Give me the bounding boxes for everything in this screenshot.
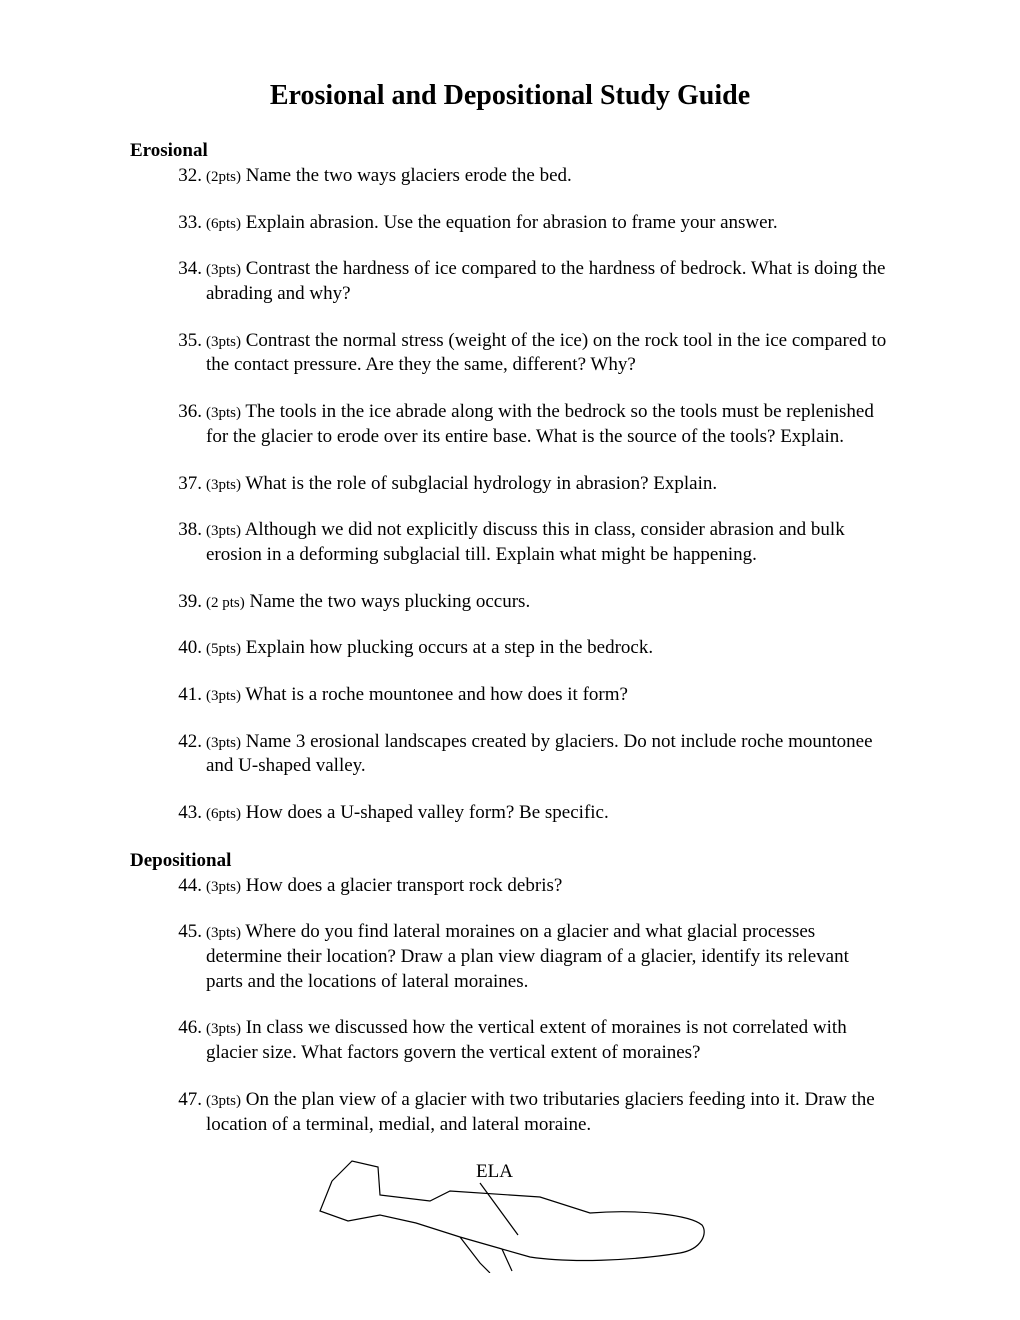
- question-number: 39.: [130, 590, 206, 615]
- question-item: 40.(5pts) Explain how plucking occurs at…: [130, 636, 890, 661]
- question-number: 32.: [130, 164, 206, 189]
- question-item: 41.(3pts) What is a roche mountonee and …: [130, 683, 890, 708]
- question-text: How does a U-shaped valley form? Be spec…: [241, 802, 609, 823]
- question-number: 36.: [130, 400, 206, 449]
- question-number: 41.: [130, 683, 206, 708]
- question-item: 34.(3pts) Contrast the hardness of ice c…: [130, 257, 890, 306]
- question-points: (3pts): [206, 735, 241, 751]
- question-points: (6pts): [206, 806, 241, 822]
- question-points: (6pts): [206, 216, 241, 232]
- question-points: (2pts): [206, 169, 241, 185]
- question-number: 33.: [130, 211, 206, 236]
- question-number: 43.: [130, 801, 206, 826]
- question-text: Where do you find lateral moraines on a …: [206, 921, 849, 991]
- question-text: On the plan view of a glacier with two t…: [206, 1089, 875, 1135]
- question-text: Although we did not explicitly discuss t…: [206, 519, 845, 565]
- question-item: 33.(6pts) Explain abrasion. Use the equa…: [130, 211, 890, 236]
- question-body: (5pts) Explain how plucking occurs at a …: [206, 636, 890, 661]
- question-points: (3pts): [206, 477, 241, 493]
- question-points: (3pts): [206, 879, 241, 895]
- question-item: 35.(3pts) Contrast the normal stress (we…: [130, 329, 890, 378]
- question-text: What is a roche mountonee and how does i…: [241, 684, 628, 705]
- question-body: (6pts) Explain abrasion. Use the equatio…: [206, 211, 890, 236]
- question-item: 36.(3pts) The tools in the ice abrade al…: [130, 400, 890, 449]
- question-item: 37.(3pts) What is the role of subglacial…: [130, 472, 890, 497]
- question-body: (6pts) How does a U-shaped valley form? …: [206, 801, 890, 826]
- question-number: 46.: [130, 1016, 206, 1065]
- question-number: 45.: [130, 920, 206, 994]
- question-points: (3pts): [206, 1093, 241, 1109]
- section-header: Erosional: [130, 140, 890, 162]
- question-text: What is the role of subglacial hydrology…: [241, 473, 717, 494]
- question-body: (3pts) What is the role of subglacial hy…: [206, 472, 890, 497]
- question-item: 38.(3pts) Although we did not explicitly…: [130, 518, 890, 567]
- question-points: (3pts): [206, 405, 241, 421]
- question-body: (3pts) The tools in the ice abrade along…: [206, 400, 890, 449]
- question-number: 38.: [130, 518, 206, 567]
- question-number: 37.: [130, 472, 206, 497]
- question-points: (3pts): [206, 1021, 241, 1037]
- question-text: Explain abrasion. Use the equation for a…: [241, 212, 778, 233]
- question-body: (3pts) Name 3 erosional landscapes creat…: [206, 730, 890, 779]
- question-number: 40.: [130, 636, 206, 661]
- question-item: 44.(3pts) How does a glacier transport r…: [130, 874, 890, 899]
- question-body: (3pts) On the plan view of a glacier wit…: [206, 1088, 890, 1137]
- question-list: 32.(2pts) Name the two ways glaciers ero…: [130, 164, 890, 826]
- question-item: 43.(6pts) How does a U-shaped valley for…: [130, 801, 890, 826]
- question-body: (2pts) Name the two ways glaciers erode …: [206, 164, 890, 189]
- page-title: Erosional and Depositional Study Guide: [130, 80, 890, 112]
- question-body: (3pts) How does a glacier transport rock…: [206, 874, 890, 899]
- page: Erosional and Depositional Study Guide E…: [0, 0, 1020, 1320]
- question-points: (2 pts): [206, 595, 245, 611]
- question-text: Contrast the normal stress (weight of th…: [206, 330, 886, 376]
- question-number: 34.: [130, 257, 206, 306]
- question-text: Name 3 erosional landscapes created by g…: [206, 731, 873, 777]
- question-number: 47.: [130, 1088, 206, 1137]
- question-points: (3pts): [206, 523, 241, 539]
- question-points: (3pts): [206, 262, 241, 278]
- question-item: 46.(3pts) In class we discussed how the …: [130, 1016, 890, 1065]
- question-body: (3pts) Contrast the hardness of ice comp…: [206, 257, 890, 306]
- question-text: Contrast the hardness of ice compared to…: [206, 258, 885, 304]
- section-header: Depositional: [130, 850, 890, 872]
- question-points: (3pts): [206, 925, 241, 941]
- glacier-diagram: ELA: [130, 1153, 890, 1273]
- question-list: 44.(3pts) How does a glacier transport r…: [130, 874, 890, 1138]
- question-text: Name the two ways glaciers erode the bed…: [241, 165, 572, 186]
- question-number: 44.: [130, 874, 206, 899]
- question-body: (3pts) Although we did not explicitly di…: [206, 518, 890, 567]
- question-body: (3pts) Contrast the normal stress (weigh…: [206, 329, 890, 378]
- question-item: 42.(3pts) Name 3 erosional landscapes cr…: [130, 730, 890, 779]
- question-text: The tools in the ice abrade along with t…: [206, 401, 874, 447]
- question-points: (5pts): [206, 641, 241, 657]
- question-body: (3pts) Where do you find lateral moraine…: [206, 920, 890, 994]
- svg-text:ELA: ELA: [476, 1161, 513, 1182]
- question-item: 32.(2pts) Name the two ways glaciers ero…: [130, 164, 890, 189]
- question-points: (3pts): [206, 688, 241, 704]
- question-body: (2 pts) Name the two ways plucking occur…: [206, 590, 890, 615]
- question-points: (3pts): [206, 334, 241, 350]
- question-item: 39.(2 pts) Name the two ways plucking oc…: [130, 590, 890, 615]
- question-item: 47.(3pts) On the plan view of a glacier …: [130, 1088, 890, 1137]
- question-text: Explain how plucking occurs at a step in…: [241, 637, 653, 658]
- sections-container: Erosional32.(2pts) Name the two ways gla…: [130, 140, 890, 1137]
- question-body: (3pts) What is a roche mountonee and how…: [206, 683, 890, 708]
- question-number: 35.: [130, 329, 206, 378]
- question-number: 42.: [130, 730, 206, 779]
- question-body: (3pts) In class we discussed how the ver…: [206, 1016, 890, 1065]
- question-text: How does a glacier transport rock debris…: [241, 875, 562, 896]
- question-text: Name the two ways plucking occurs.: [245, 591, 530, 612]
- question-text: In class we discussed how the vertical e…: [206, 1017, 847, 1063]
- question-item: 45.(3pts) Where do you find lateral mora…: [130, 920, 890, 994]
